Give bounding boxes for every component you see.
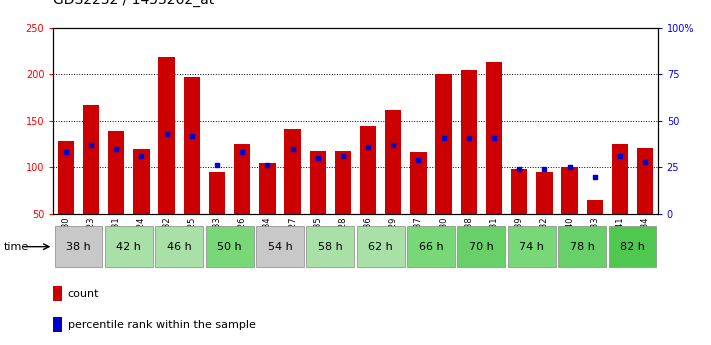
FancyBboxPatch shape (256, 227, 304, 267)
FancyBboxPatch shape (357, 227, 405, 267)
Bar (83, 105, 100, 214)
Text: percentile rank within the sample: percentile rank within the sample (68, 320, 256, 330)
Point (337, 154, 348, 159)
Point (312, 155, 324, 161)
Text: 70 h: 70 h (469, 242, 493, 252)
Bar (133, 149, 149, 214)
Text: 74 h: 74 h (519, 242, 544, 252)
FancyBboxPatch shape (205, 227, 254, 267)
Bar (562, 167, 578, 214)
Text: 58 h: 58 h (318, 242, 343, 252)
Point (589, 174, 600, 179)
Text: 38 h: 38 h (66, 242, 91, 252)
Bar (284, 129, 301, 214)
Point (211, 163, 223, 168)
Point (287, 146, 298, 151)
Bar (360, 126, 376, 214)
Bar (410, 152, 427, 214)
FancyBboxPatch shape (155, 227, 203, 267)
Bar (209, 172, 225, 214)
FancyBboxPatch shape (55, 227, 102, 267)
Point (413, 157, 424, 162)
Point (60, 150, 72, 155)
Point (186, 133, 198, 138)
Text: 42 h: 42 h (117, 242, 141, 252)
FancyBboxPatch shape (457, 227, 506, 267)
Bar (53, 286, 63, 301)
Bar (385, 110, 402, 214)
Bar (435, 74, 451, 214)
Point (438, 135, 449, 140)
Text: GDS2232 / 1453262_at: GDS2232 / 1453262_at (53, 0, 215, 7)
Point (237, 150, 248, 155)
Point (85, 142, 97, 148)
Point (111, 146, 122, 151)
Point (639, 159, 651, 165)
Point (136, 154, 147, 159)
Bar (587, 200, 603, 214)
Text: 82 h: 82 h (620, 242, 645, 252)
Bar (486, 62, 502, 214)
Point (463, 135, 474, 140)
Text: 50 h: 50 h (218, 242, 242, 252)
Point (262, 163, 273, 168)
Point (387, 142, 399, 148)
Bar (159, 57, 175, 214)
Bar (260, 162, 276, 214)
Text: time: time (4, 242, 29, 252)
Point (363, 144, 374, 150)
Text: 62 h: 62 h (368, 242, 393, 252)
Bar (461, 69, 477, 214)
Bar (335, 151, 351, 214)
Text: 78 h: 78 h (570, 242, 594, 252)
Bar (536, 172, 552, 214)
Bar (58, 141, 74, 214)
Point (513, 166, 525, 172)
Bar (183, 77, 200, 214)
Text: 54 h: 54 h (267, 242, 292, 252)
FancyBboxPatch shape (306, 227, 354, 267)
Point (488, 135, 500, 140)
FancyBboxPatch shape (105, 227, 153, 267)
Bar (611, 144, 628, 214)
Point (539, 166, 550, 172)
Text: 46 h: 46 h (167, 242, 191, 252)
Bar (637, 148, 653, 214)
Point (564, 165, 575, 170)
Bar (53, 317, 63, 332)
Bar (309, 150, 326, 214)
Point (614, 154, 626, 159)
Point (161, 131, 172, 137)
Text: count: count (68, 289, 100, 299)
Text: 66 h: 66 h (419, 242, 444, 252)
FancyBboxPatch shape (609, 227, 656, 267)
Bar (234, 144, 250, 214)
FancyBboxPatch shape (508, 227, 556, 267)
Bar (511, 169, 528, 214)
FancyBboxPatch shape (558, 227, 606, 267)
FancyBboxPatch shape (407, 227, 455, 267)
Bar (108, 131, 124, 214)
